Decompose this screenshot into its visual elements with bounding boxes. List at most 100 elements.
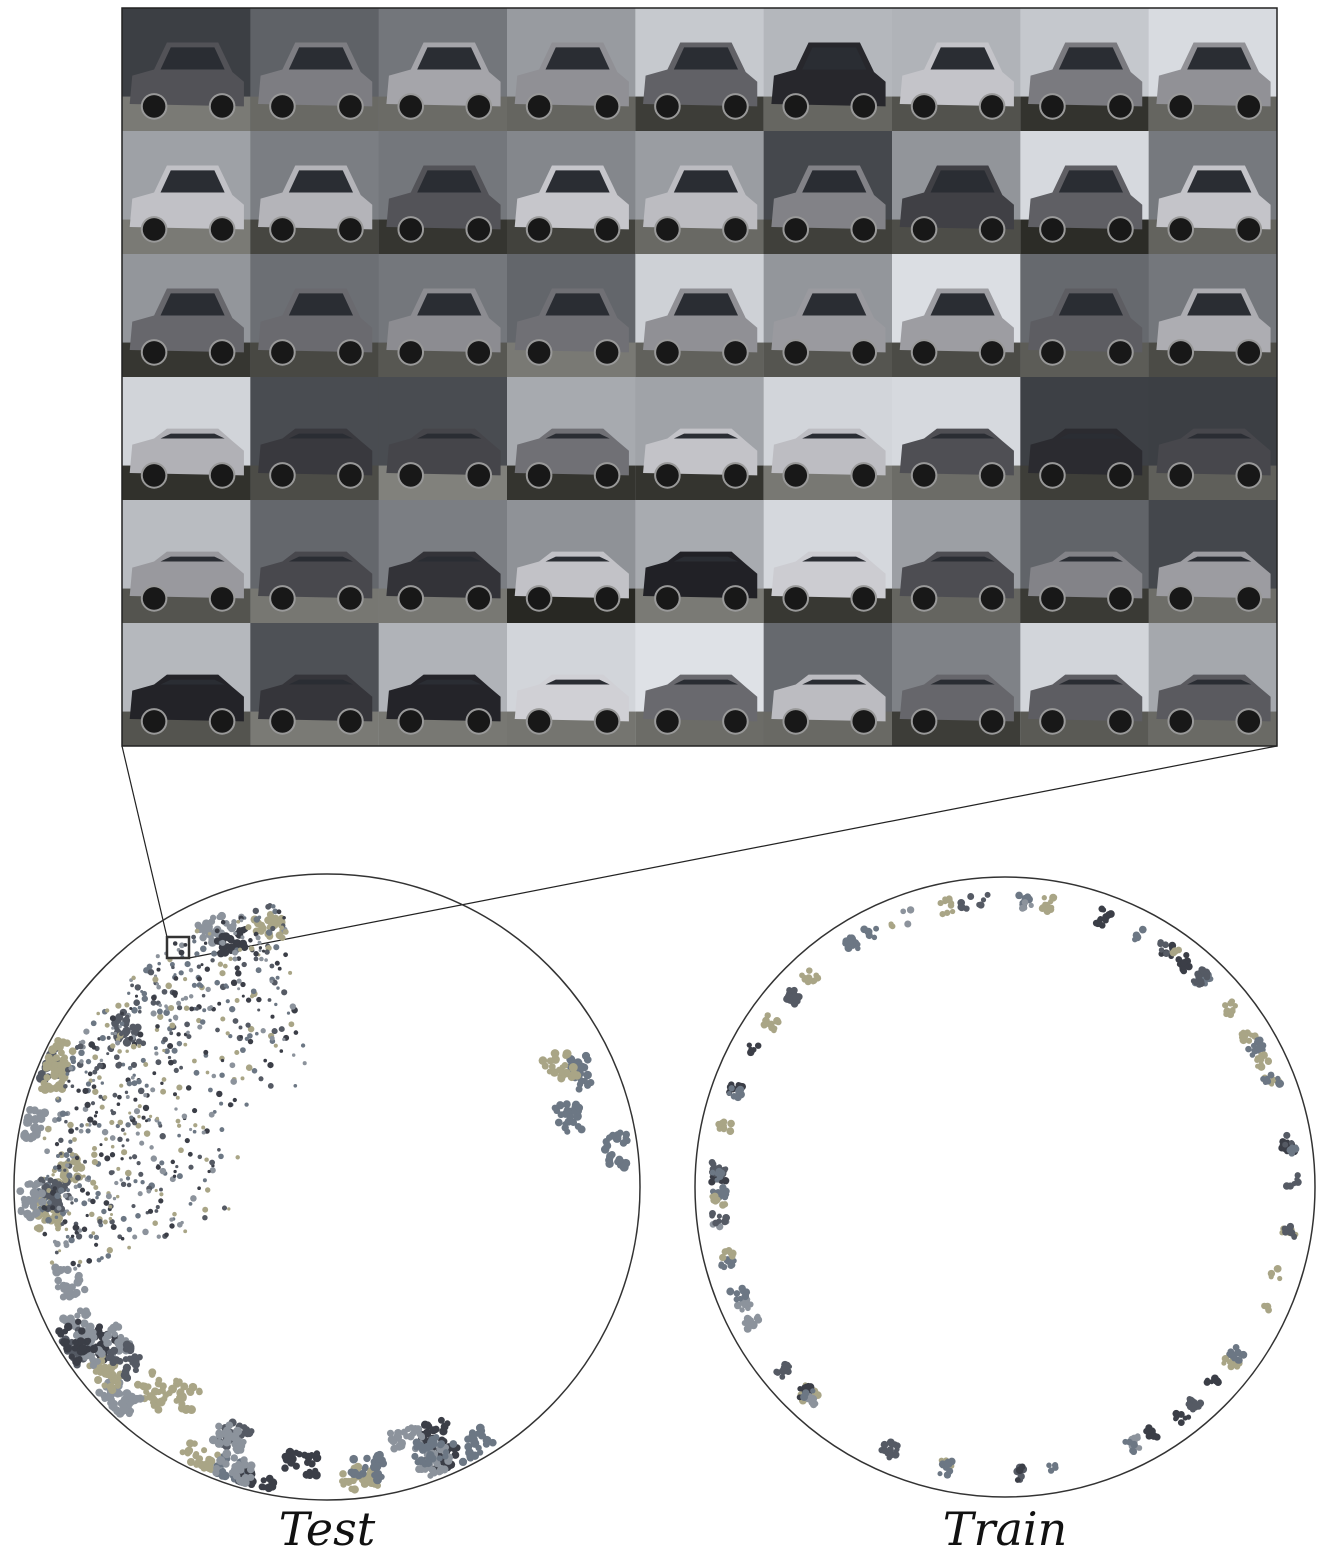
- point: [754, 1042, 762, 1049]
- point: [871, 934, 878, 941]
- point: [1250, 1042, 1257, 1049]
- point: [119, 1031, 124, 1037]
- point: [244, 1036, 249, 1042]
- point: [227, 1207, 231, 1211]
- point: [72, 1137, 77, 1142]
- point: [269, 979, 274, 984]
- thumbnail: [892, 8, 1021, 132]
- point: [1195, 972, 1203, 981]
- car-wheel: [978, 93, 1006, 120]
- point: [199, 1019, 206, 1025]
- point: [130, 1061, 138, 1068]
- point: [104, 1137, 108, 1141]
- point: [92, 1120, 98, 1126]
- point: [257, 940, 262, 945]
- car-wheel: [1235, 339, 1263, 366]
- point: [137, 1087, 145, 1095]
- point: [186, 1033, 192, 1040]
- point: [146, 963, 153, 970]
- point: [78, 1128, 84, 1134]
- car-wheel: [525, 708, 553, 735]
- point: [169, 1031, 174, 1036]
- point: [143, 1130, 151, 1137]
- point: [73, 1184, 78, 1189]
- point: [164, 1232, 169, 1238]
- point: [169, 1223, 175, 1229]
- car-window: [673, 433, 738, 439]
- car-wheel: [465, 339, 493, 366]
- point: [89, 1356, 97, 1364]
- car-wheel: [269, 708, 296, 735]
- point: [172, 1211, 177, 1217]
- point: [219, 1101, 224, 1106]
- point: [444, 1420, 451, 1427]
- point: [348, 1485, 355, 1493]
- point: [282, 916, 286, 920]
- point: [101, 1363, 109, 1372]
- point: [904, 920, 912, 928]
- point: [199, 933, 207, 942]
- point: [1246, 1037, 1253, 1044]
- point: [107, 1396, 115, 1404]
- point: [115, 1123, 120, 1129]
- point: [207, 932, 212, 936]
- point: [1163, 950, 1170, 957]
- thumbnail: [250, 500, 380, 624]
- thumbnail: [1020, 8, 1150, 132]
- point: [233, 931, 237, 936]
- point: [70, 1058, 77, 1065]
- car-wheel: [397, 585, 425, 612]
- point: [90, 1101, 96, 1106]
- point: [77, 1043, 84, 1050]
- car-wheel: [1235, 585, 1263, 612]
- point: [241, 994, 245, 998]
- car-window: [545, 556, 610, 562]
- point: [949, 908, 956, 915]
- point: [75, 1318, 82, 1325]
- point: [206, 1456, 216, 1466]
- point: [130, 1043, 137, 1050]
- point: [1021, 899, 1029, 906]
- point: [313, 1450, 321, 1457]
- point: [125, 1169, 132, 1177]
- thumbnail: [507, 623, 636, 747]
- point: [112, 1356, 121, 1364]
- car-wheel: [140, 462, 168, 489]
- point: [1282, 1182, 1291, 1190]
- car-wheel: [525, 339, 553, 366]
- point: [188, 994, 194, 999]
- car-window: [673, 679, 738, 685]
- point: [157, 1013, 164, 1020]
- point: [1129, 1447, 1136, 1454]
- point: [230, 1432, 240, 1442]
- point: [103, 1339, 111, 1347]
- point: [193, 1069, 200, 1076]
- point: [739, 1307, 745, 1313]
- point: [556, 1101, 565, 1110]
- car-wheel: [978, 585, 1006, 612]
- point: [468, 1429, 476, 1437]
- point: [722, 1201, 729, 1208]
- point: [234, 965, 240, 971]
- point: [196, 976, 202, 982]
- point: [488, 1438, 497, 1447]
- point: [156, 1234, 161, 1239]
- car-window: [930, 679, 995, 685]
- point: [73, 1198, 79, 1203]
- point: [91, 1084, 97, 1090]
- point: [1050, 894, 1058, 901]
- point: [60, 1222, 65, 1226]
- point: [274, 1002, 278, 1007]
- point: [220, 919, 226, 925]
- point: [109, 1152, 116, 1158]
- point: [264, 949, 270, 955]
- thumbnail: [378, 254, 508, 378]
- car-wheel: [910, 339, 938, 366]
- thumbnail: [1020, 500, 1150, 624]
- point: [1015, 891, 1023, 900]
- point: [727, 1119, 735, 1128]
- car-wheel: [593, 216, 621, 243]
- point: [1157, 940, 1164, 948]
- thumbnail: [378, 8, 508, 132]
- point: [58, 1078, 66, 1086]
